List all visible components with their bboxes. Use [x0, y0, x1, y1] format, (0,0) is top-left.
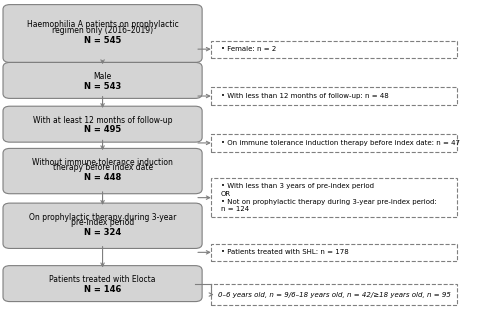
Text: N = 545: N = 545: [84, 36, 122, 45]
Text: 0–6 years old, n = 9/6–18 years old, n = 42/≥18 years old, n = 95: 0–6 years old, n = 9/6–18 years old, n =…: [218, 291, 450, 298]
FancyBboxPatch shape: [212, 134, 457, 152]
Text: • With less than 12 months of follow-up: n = 48: • With less than 12 months of follow-up:…: [220, 93, 388, 99]
Text: • Female: n = 2: • Female: n = 2: [220, 46, 276, 52]
Text: • With less than 3 years of pre-index period
OR
• Not on prophylactic therapy du: • With less than 3 years of pre-index pe…: [220, 183, 436, 212]
Text: N = 448: N = 448: [84, 173, 121, 182]
Text: N = 324: N = 324: [84, 228, 121, 237]
FancyBboxPatch shape: [3, 266, 202, 301]
Text: With at least 12 months of follow-up: With at least 12 months of follow-up: [33, 116, 172, 125]
FancyBboxPatch shape: [3, 203, 202, 248]
FancyBboxPatch shape: [212, 41, 457, 58]
FancyBboxPatch shape: [212, 87, 457, 105]
FancyBboxPatch shape: [212, 284, 457, 305]
FancyBboxPatch shape: [3, 62, 202, 98]
FancyBboxPatch shape: [3, 106, 202, 142]
FancyBboxPatch shape: [3, 149, 202, 194]
Text: N = 543: N = 543: [84, 82, 121, 90]
Text: Male: Male: [94, 72, 112, 81]
Text: Patients treated with Elocta: Patients treated with Elocta: [50, 275, 156, 284]
Text: pre-index period: pre-index period: [71, 218, 134, 227]
Text: • Patients treated with SHL: n = 178: • Patients treated with SHL: n = 178: [220, 249, 348, 255]
Text: therapy before index date: therapy before index date: [52, 164, 152, 172]
Text: N = 146: N = 146: [84, 285, 122, 294]
Text: N = 495: N = 495: [84, 125, 121, 134]
FancyBboxPatch shape: [212, 244, 457, 261]
Text: • On immune tolerance induction therapy before index date: n = 47: • On immune tolerance induction therapy …: [220, 140, 460, 146]
FancyBboxPatch shape: [3, 5, 202, 62]
Text: Haemophilia A patients on prophylactic: Haemophilia A patients on prophylactic: [26, 20, 178, 29]
FancyBboxPatch shape: [212, 178, 457, 217]
Text: regimen only (2016–2019): regimen only (2016–2019): [52, 26, 153, 35]
Text: Without immune tolerance induction: Without immune tolerance induction: [32, 158, 173, 167]
Text: On prophylactic therapy during 3-year: On prophylactic therapy during 3-year: [29, 213, 176, 221]
